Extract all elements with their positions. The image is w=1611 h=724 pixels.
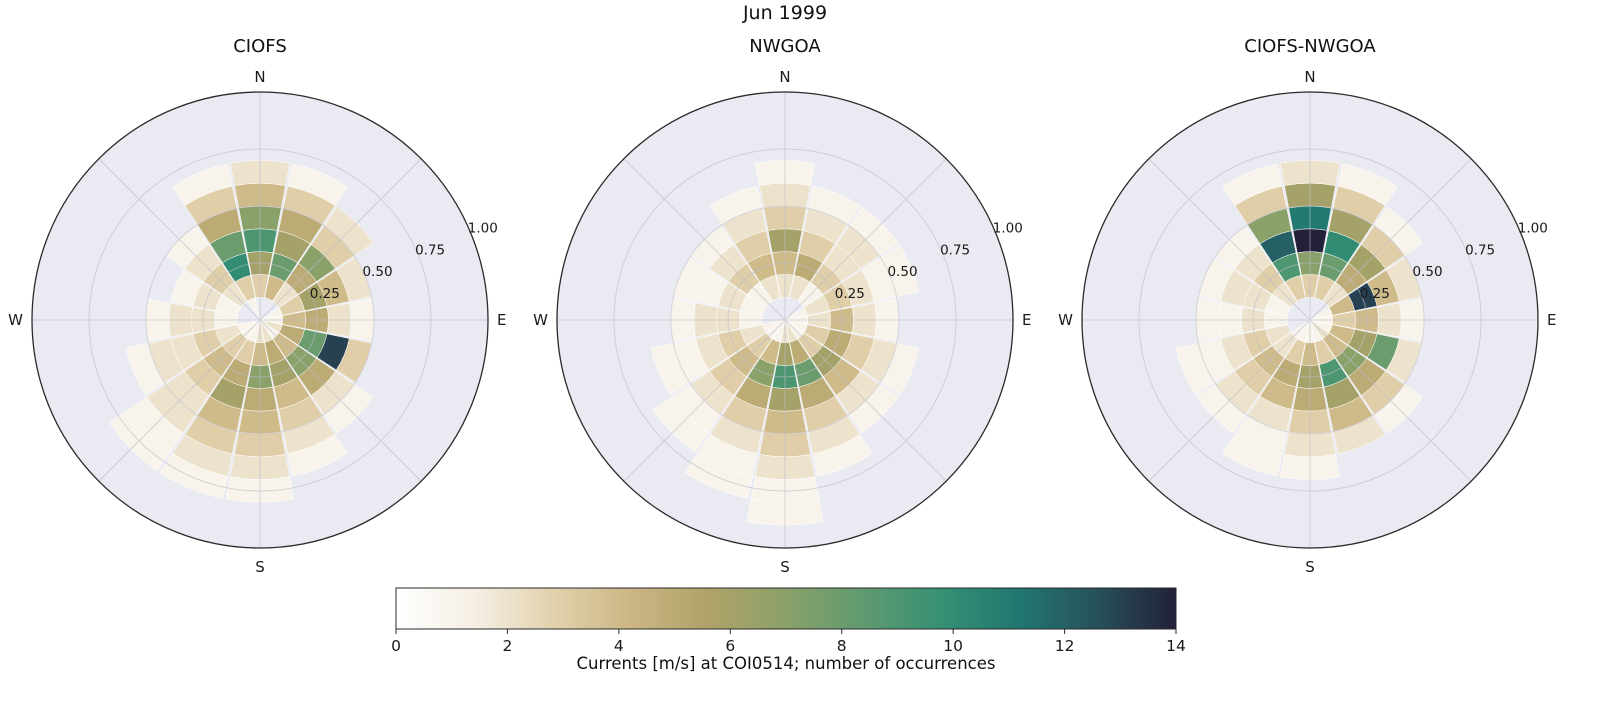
compass-label-n: N (254, 68, 265, 86)
grid-spoke (784, 158, 947, 321)
radial-tick-label: 0.25 (835, 286, 865, 302)
radial-tick-label: 0.50 (362, 264, 392, 280)
rose-cell (1222, 434, 1283, 477)
colorbar-tick-label: 8 (837, 637, 847, 655)
grid-spoke (1148, 319, 1311, 482)
radial-tick-label: 1.00 (1518, 221, 1548, 237)
polar-chart-nwgoa: N S E W 0.25 0.50 0.75 1.00 (533, 68, 1031, 576)
compass-labels: N S E W (533, 68, 1031, 576)
compass-label-s: S (780, 558, 790, 576)
polar-grid (32, 92, 488, 548)
colorbar-tick-label: 6 (725, 637, 735, 655)
radial-tick-label: 0.50 (1412, 264, 1442, 280)
radial-tick-label: 0.75 (1465, 242, 1495, 258)
rose-cell (172, 163, 233, 206)
subplot-ciofs-nwgoa: CIOFS-NWGOA N S E W 0.25 0.50 0.75 1.00 (1050, 34, 1570, 590)
grid-spoke (259, 158, 422, 321)
subplot-title-ciofs: CIOFS (233, 36, 287, 57)
rose-cell (1222, 163, 1283, 206)
figure-suptitle: Jun 1999 (742, 2, 828, 24)
subplot-title-nwgoa: NWGOA (749, 36, 821, 57)
grid-spoke (623, 158, 786, 321)
compass-label-w: W (1058, 311, 1073, 329)
compass-labels: N S E W (8, 68, 506, 576)
radial-tick-label: 0.25 (1360, 286, 1390, 302)
radial-tick-label: 0.75 (415, 242, 445, 258)
grid-spoke (623, 319, 786, 482)
radial-tick-label: 1.00 (993, 221, 1023, 237)
colorbar-tick-label: 4 (614, 637, 624, 655)
compass-label-n: N (779, 68, 790, 86)
radial-tick-labels: 0.25 0.50 0.75 1.00 (1360, 221, 1548, 303)
rose-cell (287, 434, 348, 477)
grid-spoke (784, 319, 947, 482)
compass-label-s: S (1305, 558, 1315, 576)
polar-grid (557, 92, 1013, 548)
compass-labels: N S E W (1058, 68, 1556, 576)
grid-spoke (98, 158, 261, 321)
radial-tick-label: 1.00 (468, 221, 498, 237)
rose-cell (170, 269, 204, 307)
colorbar-tick-label: 14 (1166, 637, 1186, 655)
rose-cells (1175, 160, 1425, 480)
polar-chart-ciofs: N S E W 0.25 0.50 0.75 1.00 (8, 68, 506, 576)
radial-tick-label: 0.50 (887, 264, 917, 280)
rose-cell (1337, 163, 1398, 206)
colorbar-label: Currents [m/s] at COI0514; number of occ… (576, 654, 996, 673)
compass-label-s: S (255, 558, 265, 576)
compass-label-n: N (1304, 68, 1315, 86)
radial-tick-labels: 0.25 0.50 0.75 1.00 (835, 221, 1023, 303)
colorbar-tick-label: 12 (1055, 637, 1075, 655)
compass-label-w: W (8, 311, 23, 329)
grid-spoke (259, 319, 422, 482)
polar-outline (556, 91, 1014, 549)
rose-cell (812, 434, 873, 477)
colorbar: 0 2 4 6 8 10 12 14 (391, 587, 1186, 655)
colorbar-tick-label: 0 (391, 637, 401, 655)
polar-outline (1081, 91, 1539, 549)
compass-label-e: E (1547, 311, 1556, 329)
subplot-title-ciofs-nwgoa: CIOFS-NWGOA (1244, 36, 1376, 57)
polar-grid (1082, 92, 1538, 548)
rose-cell (287, 163, 348, 206)
compass-label-w: W (533, 311, 548, 329)
colorbar-gradient (395, 587, 1177, 630)
radial-tick-labels: 0.25 0.50 0.75 1.00 (310, 221, 498, 303)
compass-label-e: E (1022, 311, 1031, 329)
colorbar-tick-label: 2 (502, 637, 512, 655)
grid-spoke (1309, 158, 1472, 321)
colorbar-tick-label: 10 (943, 637, 963, 655)
subplot-ciofs: CIOFS N S E W 0.25 0.50 0.75 1.00 (0, 34, 520, 590)
radial-tick-label: 0.75 (940, 242, 970, 258)
polar-outline (31, 91, 489, 549)
polar-chart-ciofs-nwgoa: N S E W 0.25 0.50 0.75 1.00 (1058, 68, 1556, 576)
grid-spoke (1148, 158, 1311, 321)
radial-tick-label: 0.25 (310, 286, 340, 302)
colorbar-ticks: 0 2 4 6 8 10 12 14 (391, 629, 1186, 655)
grid-spoke (1309, 319, 1472, 482)
grid-spoke (98, 319, 261, 482)
compass-label-e: E (497, 311, 506, 329)
subplot-nwgoa: NWGOA N S E W 0.25 0.50 0.75 1.00 (525, 34, 1045, 590)
